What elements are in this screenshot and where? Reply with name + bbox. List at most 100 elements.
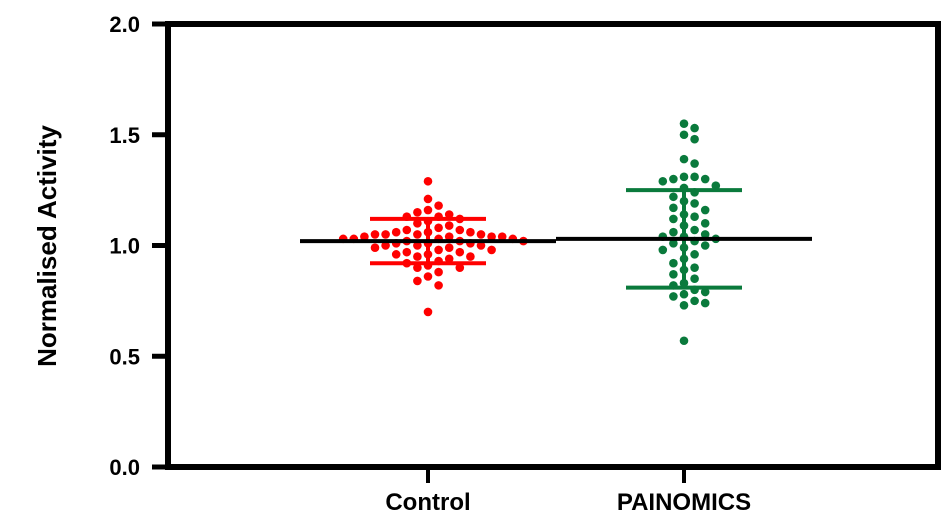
data-point [658,245,668,255]
data-point [658,176,668,186]
data-point [679,289,689,299]
data-point [466,227,475,237]
data-point [700,287,710,297]
data-point [423,205,433,215]
y-tick-label: 2.0 [109,12,140,37]
data-point [690,296,699,306]
data-point [444,243,454,253]
data-point [434,281,443,290]
data-point [402,212,412,222]
data-point [679,154,689,164]
data-point [690,188,699,197]
data-point [669,281,678,290]
data-points [338,119,721,346]
data-point [455,263,465,272]
data-point [423,272,433,281]
data-point [423,216,433,226]
data-point [444,221,454,230]
data-point [679,183,689,193]
data-point [669,227,678,237]
data-point [690,250,699,259]
data-point [487,232,496,241]
data-point [690,199,699,208]
y-tick-label: 0.5 [109,344,140,369]
y-tick-label: 1.0 [109,234,140,259]
data-point [455,247,465,257]
data-point [413,230,422,239]
data-point [423,250,433,259]
data-point [487,245,496,255]
data-point [381,241,390,250]
data-point [700,174,710,184]
data-point [413,207,422,217]
data-point [669,238,678,248]
data-point [669,258,678,268]
y-tick-label: 1.5 [109,123,140,148]
data-point [444,210,454,219]
data-point [679,130,689,140]
data-point [679,210,689,219]
data-point [444,232,454,241]
data-point [423,307,433,317]
data-point [700,241,710,250]
data-point [711,181,721,190]
data-point [360,232,369,241]
data-point [391,250,401,259]
data-point [690,172,699,182]
data-point [690,274,699,284]
data-point [370,230,380,239]
data-point [679,221,689,230]
data-point [690,159,699,168]
data-point [690,285,699,295]
data-point [690,263,699,272]
data-point [455,214,465,224]
data-point [669,174,678,184]
data-point [700,298,710,308]
y-axis-ticks: 0.0 0.5 1.0 1.5 2.0 [109,12,168,480]
data-point [444,254,454,264]
data-point [476,241,486,250]
data-point [679,336,689,346]
data-point [402,258,412,268]
data-point [679,196,689,206]
data-point [434,212,443,222]
data-point [423,261,433,270]
data-point [669,269,678,279]
data-point [423,227,433,237]
data-point [413,263,422,272]
data-point [423,176,433,186]
data-point [679,254,689,264]
data-point [679,243,689,253]
data-point [381,230,390,239]
x-tick-label: Control [385,489,470,516]
data-point [700,230,710,239]
x-tick-label: PAINOMICS [617,489,751,516]
data-point [669,203,678,213]
data-point [690,123,699,133]
data-point [700,205,710,215]
data-point [669,192,678,202]
data-point [434,256,443,266]
data-point [679,265,689,275]
data-point [497,232,507,241]
y-axis-title: Normalised Activity [32,125,62,367]
data-point [402,247,412,257]
data-point [679,278,689,288]
data-point [679,119,689,128]
data-point [679,172,689,182]
data-point [391,227,401,237]
data-point [476,230,486,239]
data-point [370,243,380,253]
data-point [455,225,465,235]
data-point [679,301,689,310]
data-point [669,292,678,301]
data-point [690,225,699,235]
data-point [690,212,699,222]
x-axis-ticks: Control PAINOMICS [385,467,751,516]
data-point [669,214,678,224]
data-point [434,223,443,233]
axes [165,21,941,470]
data-point [413,276,422,286]
data-point [434,201,443,210]
y-tick-label: 0.0 [109,455,140,480]
